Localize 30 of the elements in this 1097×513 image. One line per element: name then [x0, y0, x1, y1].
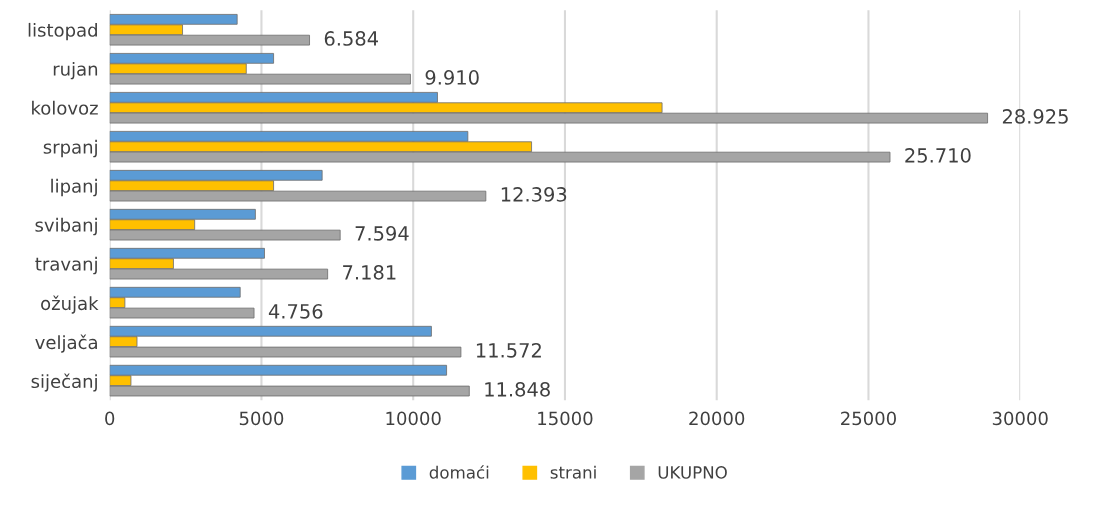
x-tick-label: 0	[105, 411, 115, 426]
x-tick-label: 25000	[841, 411, 896, 426]
data-label: 7.594	[355, 226, 409, 241]
y-tick-label: rujan	[53, 61, 98, 80]
x-tick-label: 10000	[386, 411, 441, 426]
y-tick-label: kolovoz	[32, 100, 98, 115]
data-label: 11.848	[485, 381, 550, 397]
legend-label: domaći	[429, 465, 489, 479]
y-tick-label: travanj	[35, 256, 97, 275]
data-label: 7.181	[343, 265, 396, 280]
y-tick-label: listopad	[28, 22, 97, 41]
data-label: 11.572	[476, 342, 541, 358]
x-tick-label: 30000	[992, 411, 1048, 426]
data-label: 25.710	[905, 148, 971, 163]
y-tick-label: svibanj	[35, 217, 97, 236]
x-tick-label: 20000	[689, 411, 745, 426]
data-label: 6.584	[324, 31, 378, 46]
y-tick-label: siječanj	[31, 373, 97, 392]
x-tick-label: 15000	[538, 411, 593, 426]
data-label: 9.910	[425, 70, 479, 85]
y-tick-label: lipanj	[51, 178, 97, 197]
legend-label: UKUPNO	[658, 466, 727, 479]
data-label: 28.925	[1002, 109, 1068, 124]
y-tick-label: veljača	[35, 334, 97, 353]
legend-label: strani	[550, 465, 596, 479]
x-tick-label: 5000	[239, 411, 284, 426]
y-tick-label: ožujak	[41, 295, 99, 314]
y-tick-label: srpanj	[43, 139, 97, 158]
data-label: 12.393	[501, 187, 567, 202]
data-label: 4.756	[268, 304, 323, 319]
